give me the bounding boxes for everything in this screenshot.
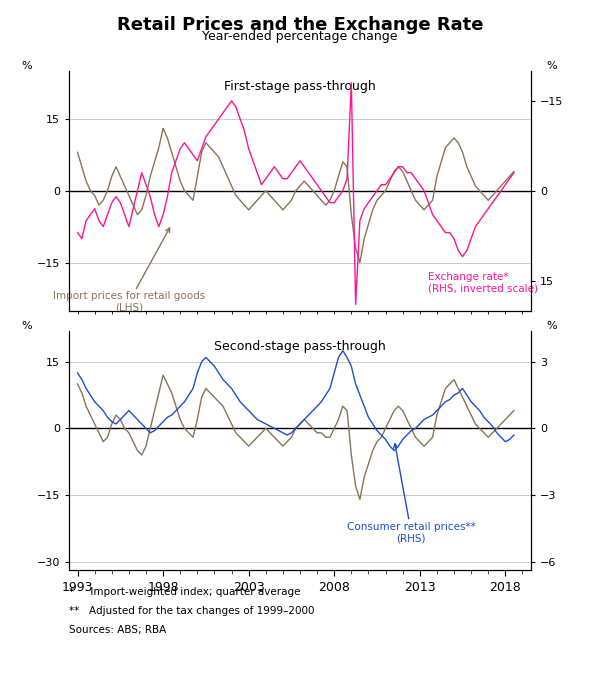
Text: %: % — [22, 321, 32, 331]
Text: *     Import-weighted index; quarter average: * Import-weighted index; quarter average — [69, 587, 301, 597]
Text: Retail Prices and the Exchange Rate: Retail Prices and the Exchange Rate — [117, 16, 483, 34]
Text: %: % — [547, 321, 557, 331]
Text: Sources: ABS; RBA: Sources: ABS; RBA — [69, 625, 166, 635]
Text: Import prices for retail goods
(LHS): Import prices for retail goods (LHS) — [53, 228, 205, 313]
Text: **   Adjusted for the tax changes of 1999–2000: ** Adjusted for the tax changes of 1999–… — [69, 606, 314, 616]
Text: %: % — [22, 61, 32, 71]
Text: Exchange rate*
(RHS, inverted scale): Exchange rate* (RHS, inverted scale) — [428, 272, 538, 294]
Text: Consumer retail prices**
(RHS): Consumer retail prices** (RHS) — [347, 443, 476, 543]
Text: Second-stage pass-through: Second-stage pass-through — [214, 340, 386, 353]
Text: %: % — [547, 61, 557, 71]
Text: First-stage pass-through: First-stage pass-through — [224, 80, 376, 93]
Text: Year-ended percentage change: Year-ended percentage change — [202, 30, 398, 43]
